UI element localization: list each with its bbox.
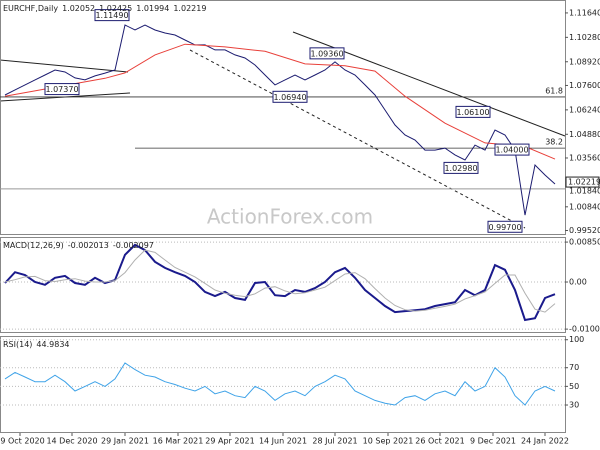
readout-value: -0.002013 [68,241,109,250]
x-tick-label: 29 Jan 2021 [101,437,149,446]
y-tick-label: 1.10280 [569,33,600,42]
indicator-name: MACD(12,26,9) [3,241,64,250]
y-tick-label: 1.00840 [569,202,600,211]
annotation-box [443,161,479,174]
y-tick-label: 0.99520 [569,226,600,235]
annotation-label: 1.02980 [444,164,477,173]
panel-frame [0,0,566,235]
y-tick-label: 1.07600 [569,81,600,90]
indicator-name: RSI(14) [3,340,32,349]
readout-value: 44.9834 [36,340,69,349]
x-tick-label: 29 Apr 2021 [205,437,254,446]
annotation-label: 1.09360 [310,49,343,58]
panel-frame [0,237,566,333]
annotation-box [487,220,523,233]
y-tick-label: 1.08920 [569,57,600,66]
y-tick-label: 100 [569,335,584,344]
annotation-label: 1.11490 [95,11,128,20]
annotation-label: 1.07370 [45,85,78,94]
annotation-label: 0.99700 [488,223,521,232]
readout-value: 1.02425 [99,4,132,13]
x-tick-label: 10 Sep 2021 [363,437,414,446]
fib-label: 38.2 [545,138,563,147]
last-price-box [565,176,600,188]
series-line [4,43,556,160]
panel-title: RSI(14) 44.9834 [3,340,70,349]
y-tick-label: -0.010034 [569,325,600,334]
annotation-box [44,83,80,96]
channel-top [0,59,129,73]
x-tick-label: 9 Dec 2021 [470,437,516,446]
annotation-label: 1.06100 [456,108,489,117]
panel-frame [0,336,566,433]
y-tick-label: 0.00 [569,278,587,287]
indicator-name: EURCHF,Daily [3,4,58,13]
x-tick-label: 28 Jul 2021 [312,437,357,446]
x-tick-label: 16 Mar 2021 [153,437,204,446]
readout-value: 1.02052 [62,4,95,13]
y-tick-label: 30 [569,401,579,410]
y-tick-label: 0.008507 [569,238,600,247]
series-line [4,243,556,322]
x-tick-label: 14 Dec 2020 [46,437,97,446]
panel-title: MACD(12,26,9) -0.002013 -0.002097 [3,241,154,250]
y-tick-label: 1.03560 [569,153,600,162]
readout-value: -0.002097 [113,241,154,250]
y-tick-label: 1.04880 [569,130,600,139]
annotation-box [309,47,345,60]
price-level-label: 1.01840 [569,186,600,195]
annotation-label: 1.04000 [495,146,528,155]
y-tick-label: 1.06240 [569,105,600,114]
x-tick-label: 14 Jun 2021 [259,437,307,446]
panel-title: EURCHF,Daily 1.02052 1.02425 1.01994 1.02219 [3,4,206,13]
fib-label: 61.8 [545,86,563,95]
annotation-box [94,9,130,22]
watermark: ActionForex.com [207,205,373,229]
x-tick-label: 29 Oct 2020 [0,437,45,446]
annotation-label: 1.06940 [273,93,306,102]
series-line [4,24,556,216]
y-tick-label: 1.11640 [569,8,600,17]
readout-value: 1.01994 [136,4,169,13]
y-tick-label: 70 [569,363,579,372]
annotation-box [494,143,530,156]
series-line [4,362,556,406]
readout-value: 1.02219 [173,4,206,13]
y-tick-label: 50 [569,382,579,391]
annotation-box [455,105,491,118]
annotation-box [272,90,308,103]
x-tick-label: 26 Oct 2021 [415,437,464,446]
x-tick-label: 24 Jan 2022 [521,437,569,446]
series-line [4,249,556,313]
last-price-label: 1.02219 [568,178,600,187]
